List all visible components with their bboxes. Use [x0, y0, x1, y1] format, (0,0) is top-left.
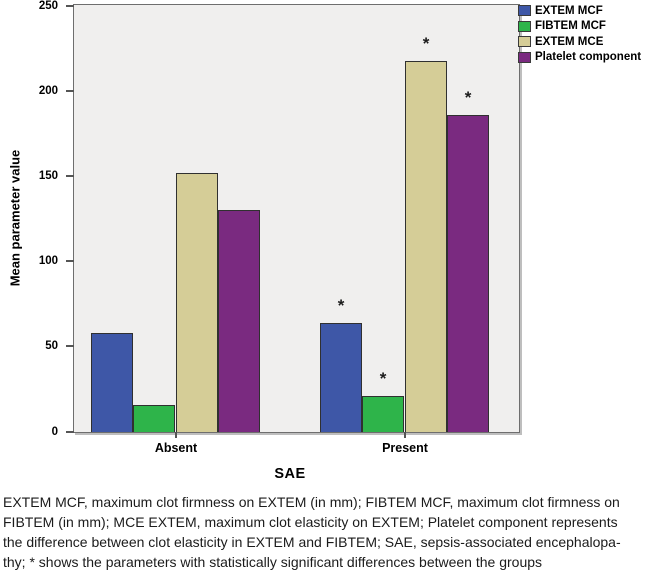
legend: EXTEM MCF FIBTEM MCF EXTEM MCE Platelet …: [518, 3, 641, 65]
bar-absent-fibtem-mcf: [133, 405, 175, 432]
bar-present-platelet-component: [447, 115, 489, 432]
caption-line: the difference between clot elasticity i…: [3, 534, 621, 550]
legend-label: FIBTEM MCF: [535, 20, 606, 33]
bar-present-extem-mce: [405, 61, 447, 432]
legend-swatch-extem-mcf: [518, 5, 531, 17]
significance-asterisk-present-extem-mce: *: [422, 34, 430, 53]
y-axis-tick: [66, 90, 74, 92]
bar-present-fibtem-mcf: [362, 396, 404, 432]
y-axis-tick: [66, 175, 74, 177]
y-axis-tick-label: 150: [38, 170, 58, 182]
x-axis-tick-absent: [175, 432, 177, 438]
y-axis-tick-label: 250: [38, 0, 58, 12]
legend-item: FIBTEM MCF: [518, 19, 641, 35]
y-axis-tick: [66, 5, 74, 7]
legend-item: EXTEM MCF: [518, 3, 641, 19]
y-axis-tick-label: 50: [45, 340, 58, 352]
y-axis-tick-label: 0: [51, 426, 58, 438]
y-axis-tick: [66, 260, 74, 262]
legend-swatch-extem-mce: [518, 36, 531, 48]
significance-asterisk-present-extem-mcf: *: [337, 296, 345, 315]
y-axis-tick: [66, 345, 74, 347]
category-label-absent: Absent: [154, 441, 198, 455]
caption-line: thy; * shows the parameters with statist…: [3, 554, 543, 570]
legend-swatch-fibtem-mcf: [518, 20, 531, 32]
significance-asterisk-present-platelet-component: *: [464, 88, 472, 107]
y-axis-tick-label: 200: [38, 85, 58, 97]
legend-label: EXTEM MCE: [535, 35, 604, 48]
category-label-present: Present: [382, 441, 428, 455]
significance-asterisk-present-fibtem-mcf: *: [379, 369, 387, 388]
bar-absent-extem-mce: [176, 173, 218, 432]
caption-line: EXTEM MCF, maximum clot firmness on EXTE…: [3, 494, 620, 510]
legend-label: Platelet component: [535, 51, 642, 64]
bar-absent-extem-mcf: [91, 333, 133, 432]
bar-present-extem-mcf: [320, 323, 362, 432]
y-axis-tick-label: 100: [38, 255, 58, 267]
x-axis-tick-present: [404, 432, 406, 438]
y-axis-tick: [66, 431, 74, 433]
figure-caption: EXTEM MCF, maximum clot firmness on EXTE…: [3, 492, 664, 572]
legend-swatch-platelet-component: [518, 51, 531, 63]
legend-item: EXTEM MCE: [518, 34, 641, 50]
caption-line: FIBTEM (in mm); MCE EXTEM, maximum clot …: [3, 514, 618, 530]
plot-area: * * * *: [73, 4, 520, 433]
bar-absent-platelet-component: [218, 210, 260, 432]
legend-item: Platelet component: [518, 50, 641, 66]
x-axis-title: SAE: [274, 466, 306, 482]
legend-label: EXTEM MCF: [535, 4, 603, 17]
